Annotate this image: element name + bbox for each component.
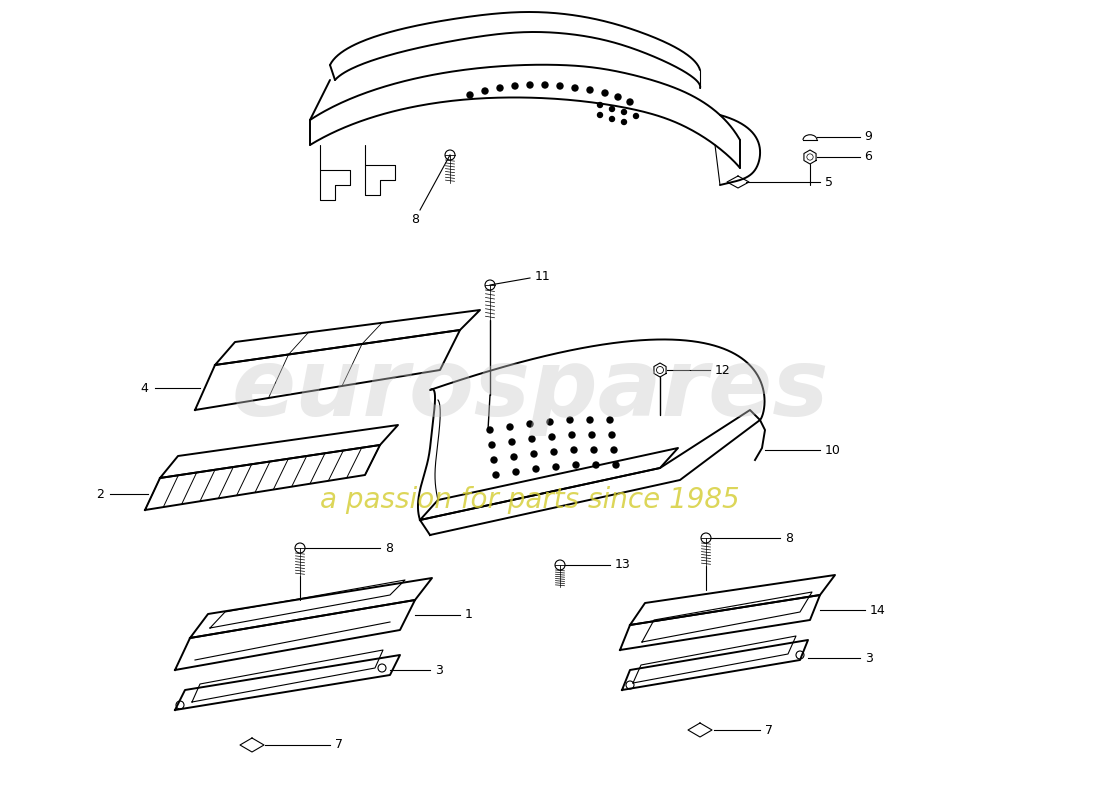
Circle shape — [602, 90, 608, 96]
Circle shape — [587, 417, 593, 423]
Circle shape — [482, 88, 488, 94]
Text: 3: 3 — [865, 651, 873, 665]
Circle shape — [497, 85, 503, 91]
Circle shape — [613, 462, 619, 468]
Text: 4: 4 — [140, 382, 148, 394]
Text: 2: 2 — [96, 487, 104, 501]
Circle shape — [531, 451, 537, 457]
Circle shape — [615, 94, 622, 100]
Circle shape — [491, 457, 497, 463]
Circle shape — [572, 85, 578, 91]
Circle shape — [609, 432, 615, 438]
Circle shape — [597, 113, 603, 118]
Circle shape — [490, 442, 495, 448]
Circle shape — [569, 432, 575, 438]
Circle shape — [507, 424, 513, 430]
Circle shape — [634, 114, 638, 118]
Circle shape — [551, 449, 557, 455]
Text: 9: 9 — [864, 130, 872, 143]
Circle shape — [573, 462, 579, 468]
Text: 7: 7 — [764, 723, 773, 737]
Text: 12: 12 — [715, 363, 730, 377]
Circle shape — [609, 106, 615, 111]
Text: 10: 10 — [825, 443, 840, 457]
Circle shape — [588, 432, 595, 438]
Text: 14: 14 — [870, 603, 886, 617]
Circle shape — [487, 427, 493, 433]
Text: 8: 8 — [385, 542, 393, 554]
Circle shape — [607, 417, 613, 423]
Circle shape — [468, 92, 473, 98]
Circle shape — [529, 436, 535, 442]
Circle shape — [621, 110, 627, 114]
Circle shape — [587, 87, 593, 93]
Circle shape — [566, 417, 573, 423]
Circle shape — [627, 99, 632, 105]
Circle shape — [591, 447, 597, 453]
Circle shape — [527, 421, 534, 427]
Circle shape — [549, 434, 556, 440]
Circle shape — [557, 83, 563, 89]
Circle shape — [571, 447, 578, 453]
Circle shape — [513, 469, 519, 475]
Text: 11: 11 — [535, 270, 551, 282]
Text: 13: 13 — [615, 558, 630, 571]
Circle shape — [527, 82, 534, 88]
Circle shape — [493, 472, 499, 478]
Circle shape — [621, 119, 627, 125]
Text: 6: 6 — [864, 150, 872, 163]
Circle shape — [610, 447, 617, 453]
Text: 5: 5 — [825, 175, 833, 189]
Circle shape — [609, 117, 615, 122]
Circle shape — [534, 466, 539, 472]
Circle shape — [542, 82, 548, 88]
Text: 7: 7 — [336, 738, 343, 751]
Circle shape — [512, 454, 517, 460]
Circle shape — [509, 439, 515, 445]
Circle shape — [553, 464, 559, 470]
Circle shape — [512, 83, 518, 89]
Circle shape — [597, 102, 603, 107]
Circle shape — [547, 419, 553, 425]
Text: 8: 8 — [411, 213, 419, 226]
Text: a passion for parts since 1985: a passion for parts since 1985 — [320, 486, 740, 514]
Text: 8: 8 — [785, 531, 793, 545]
Text: 3: 3 — [434, 663, 443, 677]
Circle shape — [593, 462, 600, 468]
Text: eurospares: eurospares — [231, 344, 828, 436]
Text: 1: 1 — [465, 609, 473, 622]
